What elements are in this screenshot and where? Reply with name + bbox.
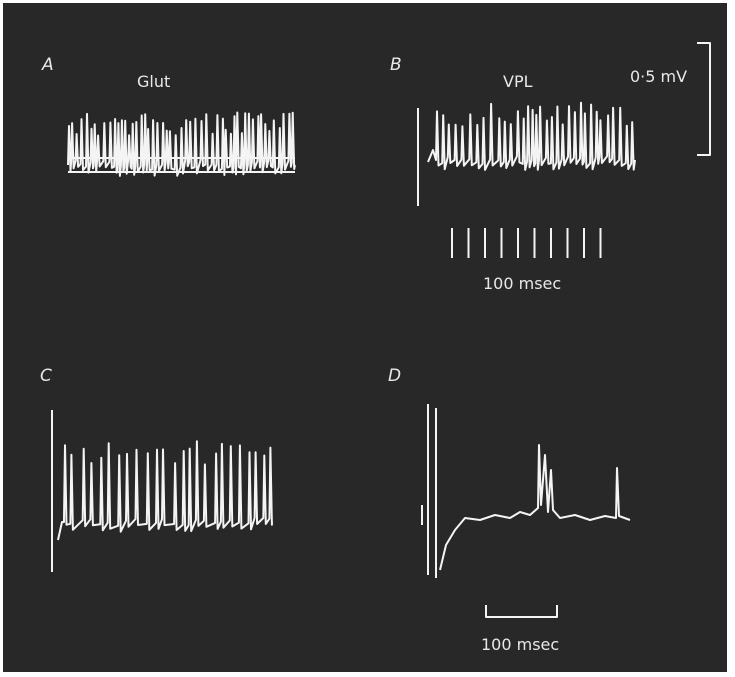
scale-label: 0·5 mV — [630, 67, 687, 86]
panel-label: C — [40, 366, 52, 386]
figure: A Glut B VPL 0·5 mV 100 msec C D 100 mse… — [0, 0, 735, 677]
panel-label: A — [41, 55, 54, 75]
panel-label: D — [388, 366, 401, 386]
panel-title: VPL — [503, 72, 533, 91]
scale-label: 100 msec — [481, 635, 559, 654]
panel-title: Glut — [137, 72, 170, 91]
background — [3, 3, 727, 672]
panel-label: B — [390, 55, 402, 75]
scale-label: 100 msec — [483, 274, 561, 293]
